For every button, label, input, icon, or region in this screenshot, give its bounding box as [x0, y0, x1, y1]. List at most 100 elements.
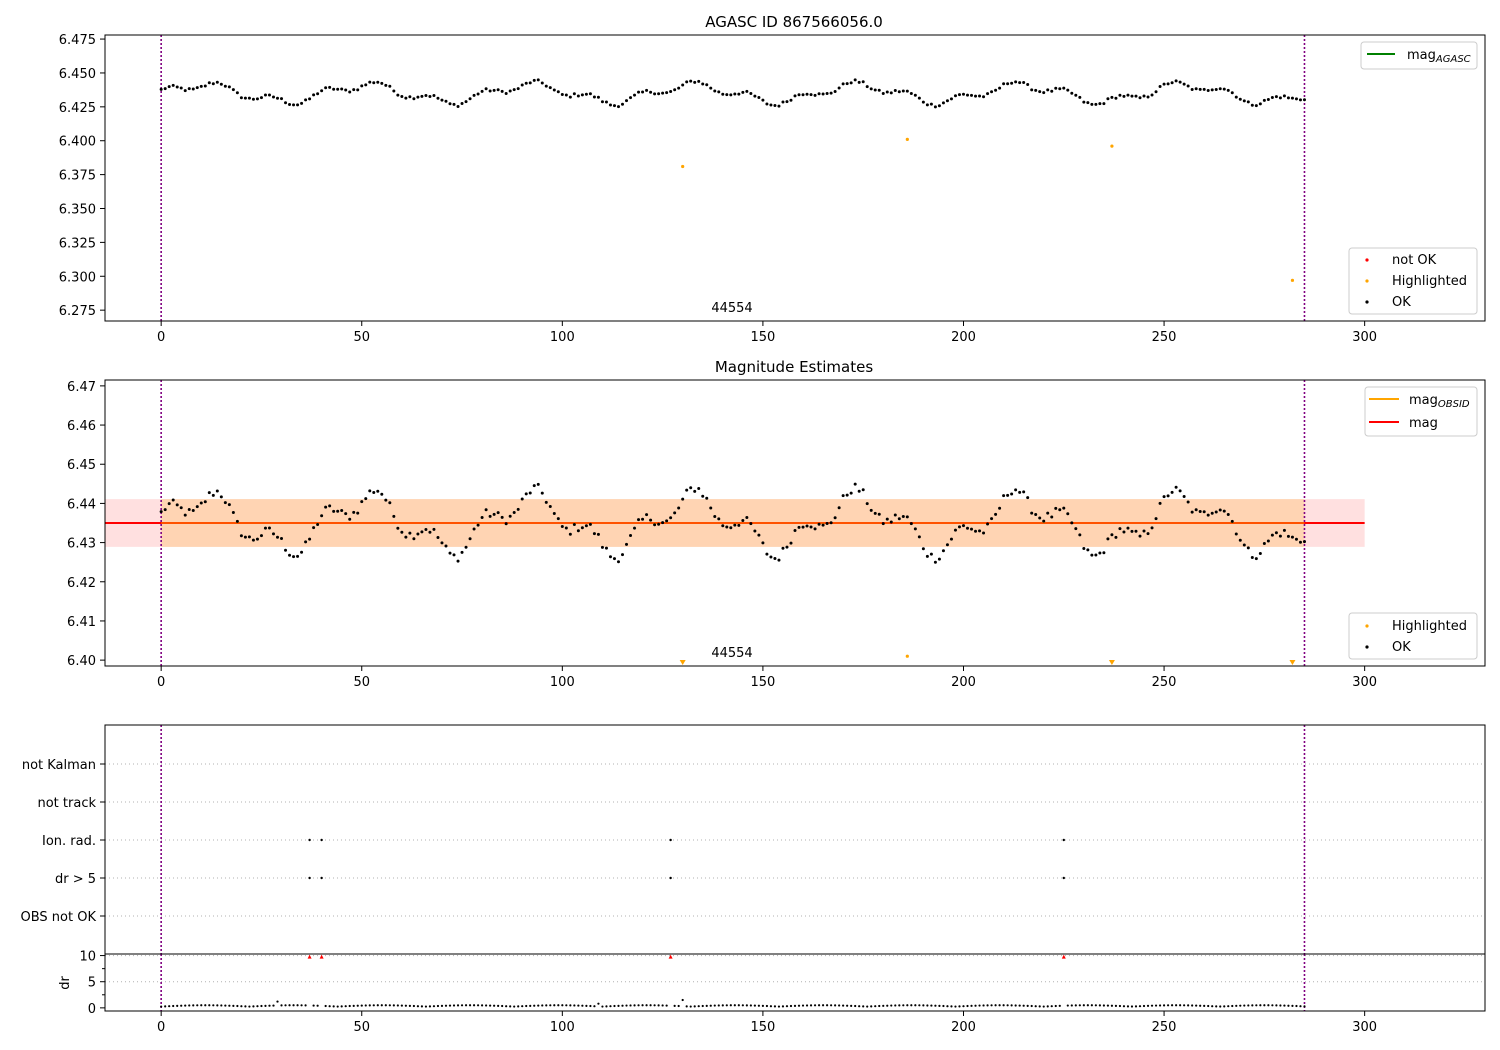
ok-point	[665, 91, 669, 95]
ok-point	[488, 514, 492, 518]
ok-point	[267, 526, 271, 530]
ok-point	[685, 80, 689, 84]
ok-point	[881, 522, 885, 526]
ok-point	[1094, 553, 1098, 557]
dr-point	[1082, 1004, 1085, 1007]
dr-point	[1090, 1004, 1093, 1007]
ok-point	[352, 510, 356, 514]
dr-point	[472, 1004, 476, 1007]
legend-highlighted: Highlighted	[1392, 274, 1467, 289]
ok-point	[1070, 521, 1074, 525]
axes: 0 50 100 150 200 250 300 0 5 10	[79, 950, 1377, 1035]
ok-point	[520, 83, 524, 87]
x-tick-label: 150	[750, 675, 775, 690]
dr-point	[288, 1004, 291, 1007]
ok-point	[990, 517, 994, 521]
ok-point	[941, 101, 945, 105]
ok-point	[464, 100, 468, 104]
ok-point	[444, 99, 448, 103]
ok-point	[681, 83, 685, 87]
ok-point	[568, 532, 572, 536]
dr-point	[701, 1004, 704, 1008]
ok-point	[998, 86, 1002, 90]
ok-point	[749, 91, 753, 95]
ok-point	[167, 502, 171, 506]
ok-point	[324, 86, 328, 90]
ok-point	[1282, 528, 1286, 532]
dr-point	[1098, 1004, 1101, 1007]
ok-point	[1174, 485, 1178, 489]
legend-ok: OK	[1392, 640, 1411, 655]
x-tick-label: 0	[157, 675, 165, 690]
ok-point	[805, 524, 809, 528]
ok-point	[697, 486, 701, 490]
dr-point	[1146, 1004, 1150, 1007]
ok-point	[713, 89, 717, 93]
ok-point	[300, 550, 304, 554]
ok-point	[548, 86, 552, 90]
ok-point	[849, 81, 853, 85]
dr-point	[962, 1005, 965, 1008]
ok-point	[665, 519, 669, 523]
ok-point	[540, 81, 544, 85]
dr-point	[352, 1004, 355, 1007]
dr-point	[188, 1004, 191, 1007]
dr-point	[1219, 1005, 1222, 1008]
ok-point	[689, 79, 693, 83]
ok-point	[468, 97, 472, 101]
ok-point	[592, 532, 596, 536]
ok-point	[336, 87, 340, 91]
ok-point	[448, 102, 452, 106]
ok-point	[584, 92, 588, 96]
ok-point	[733, 92, 737, 96]
ok-point	[945, 543, 949, 547]
flag-point	[320, 838, 323, 842]
ok-point	[637, 518, 641, 522]
legend-mag-obsid-sub: OBSID	[1438, 399, 1470, 410]
y-tick-label: 6.42	[67, 576, 96, 591]
ok-point	[496, 511, 500, 515]
ok-point	[1102, 102, 1106, 106]
ok-point	[348, 90, 352, 94]
ok-point	[1166, 82, 1170, 86]
ok-point	[219, 495, 223, 499]
dr-point	[208, 1004, 211, 1007]
dr-point	[388, 1004, 391, 1007]
dr-point	[348, 1004, 351, 1008]
dr-point	[906, 1004, 909, 1007]
ok-point	[388, 501, 392, 505]
dr-point	[1110, 1004, 1114, 1007]
ok-point	[308, 537, 312, 541]
dr-point	[372, 1004, 375, 1007]
ok-point	[1258, 551, 1262, 555]
ok-point	[889, 91, 893, 95]
dr-point	[769, 1005, 773, 1008]
ok-point	[1234, 95, 1238, 99]
ok-point	[865, 502, 869, 506]
ok-point	[1298, 98, 1302, 102]
axes: 0 50 100 150 200 250 300 6.275 6.300 6.325 6.350 6.…	[59, 33, 1377, 345]
dr-point	[444, 1004, 448, 1007]
dr-point	[1054, 1004, 1057, 1008]
ok-point	[540, 491, 544, 495]
ok-point	[857, 80, 861, 84]
ok-point	[1290, 96, 1294, 100]
dr-point	[565, 1004, 568, 1007]
ok-point	[171, 83, 175, 87]
ok-point	[1178, 489, 1182, 493]
ok-point	[1238, 97, 1242, 101]
ok-point	[372, 490, 376, 494]
ok-point	[621, 102, 624, 106]
ok-point	[845, 493, 849, 497]
dr-point	[1066, 1004, 1069, 1007]
dr-point	[898, 1004, 901, 1007]
ok-point	[1118, 93, 1122, 97]
line-legend: magOBSID mag	[1364, 386, 1478, 437]
ok-point	[296, 103, 300, 107]
ok-point	[837, 506, 841, 510]
ok-point	[1038, 90, 1042, 94]
dr-point	[464, 1004, 468, 1007]
ok-point	[1042, 519, 1046, 523]
dr-point	[1070, 1004, 1073, 1007]
dr-point	[1074, 1004, 1077, 1007]
